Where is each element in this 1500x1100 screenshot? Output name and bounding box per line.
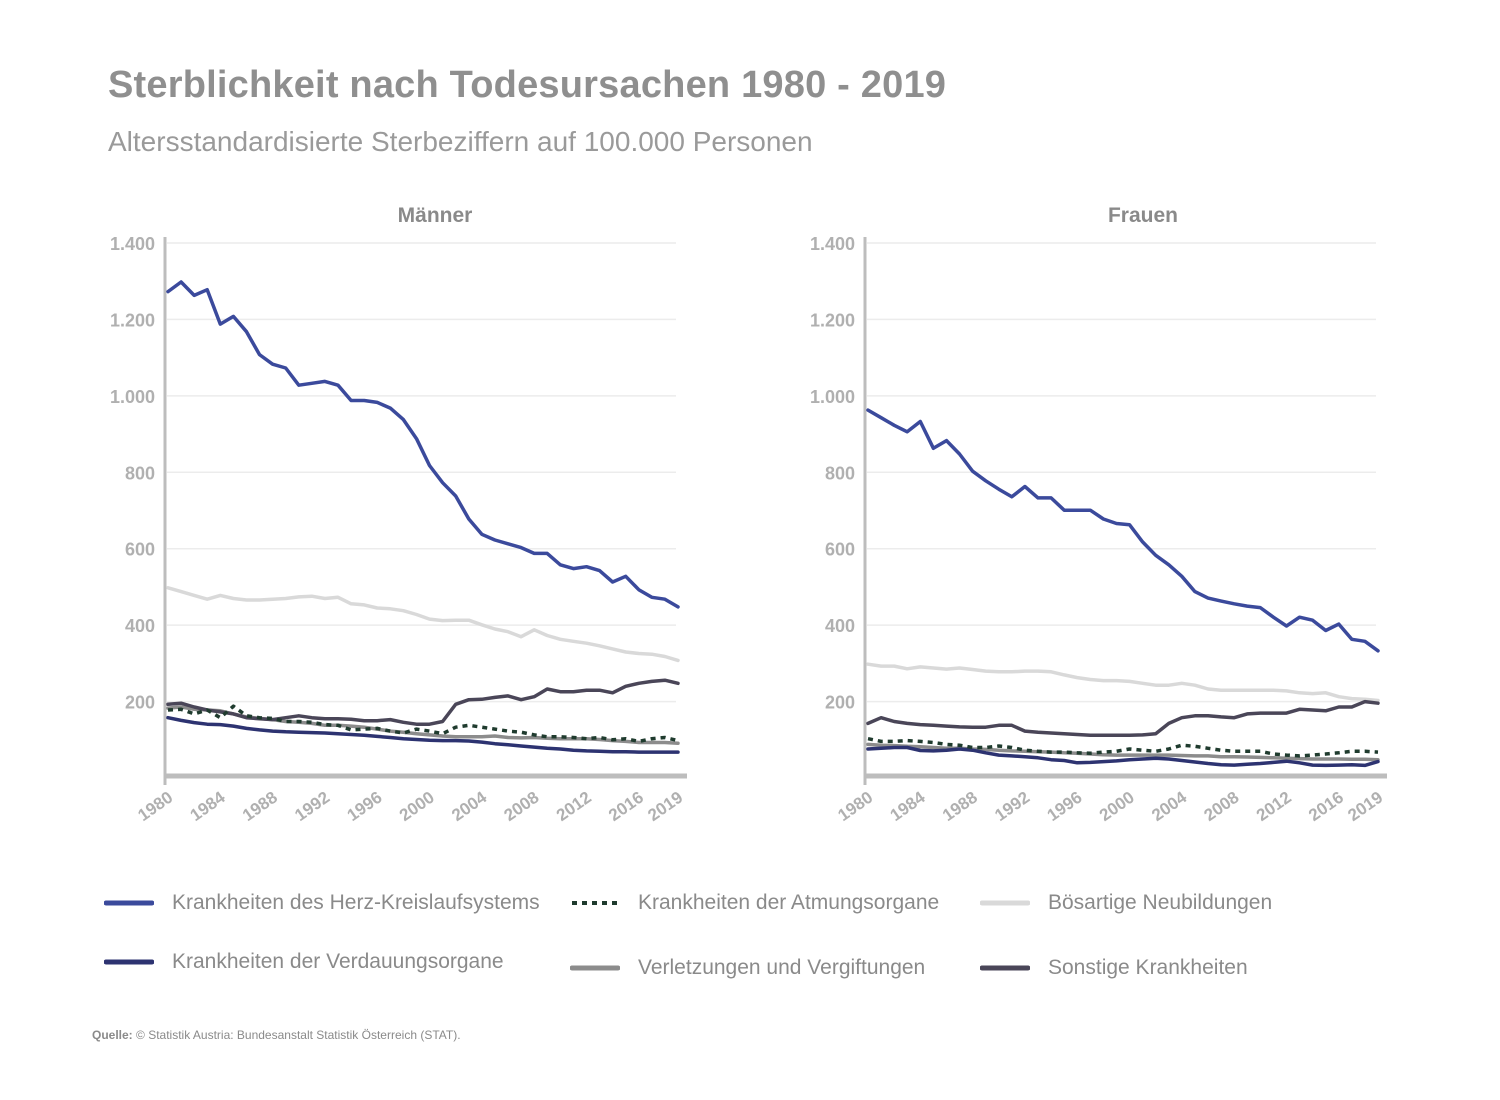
chart-subtitle: Altersstandardisierte Sterbeziffern auf … [108,126,813,157]
chart-title: Sterblichkeit nach Todesursachen 1980 - … [108,64,947,106]
x-tick-label: 2012 [553,788,595,825]
series-line-neubildung [166,586,680,663]
panel-title: Männer [398,204,473,227]
x-tick-label: 2000 [396,788,438,825]
series-line-sonstige [866,699,1380,738]
legend-item-atmung: Krankheiten der Atmungsorgane [570,883,939,923]
x-tick-label: 1992 [991,788,1033,825]
y-tick-label: 1.200 [110,310,155,330]
y-tick-label: 800 [125,463,155,483]
y-tick-label: 600 [825,540,855,560]
y-tick-label: 1.200 [810,310,855,330]
legend-swatch-herz [104,900,154,906]
legend-label-neubildung: Bösartige Neubildungen [1048,891,1273,914]
series-line-neubildung [866,662,1380,703]
legend-item-neubildung: Bösartige Neubildungen [980,883,1272,923]
y-tick-label: 1.000 [110,387,155,407]
chart-panel-maenner: Männer 200 400 600 800 1.000 1.200 1.400 1980 198… [110,204,687,825]
legend-swatch-neubildung [980,900,1030,906]
x-tick-label: 1984 [887,787,929,825]
legend-swatch-sonstige [980,965,1030,971]
x-tick-label: 2000 [1096,788,1138,825]
x-tick-label: 1980 [134,788,176,825]
legend-label-sonstige: Sonstige Krankheiten [1048,956,1248,979]
x-tick-label: 1992 [291,788,333,825]
x-tick-label: 2004 [448,787,490,825]
y-tick-label: 400 [125,616,155,636]
y-tick-label: 1.400 [110,234,155,254]
legend-item-herz: Krankheiten des Herz-Kreislaufsystems [104,883,540,923]
legend-item-sonstige: Sonstige Krankheiten [980,948,1248,988]
y-tick-label: 800 [825,463,855,483]
x-tick-label: 1988 [239,788,281,825]
y-tick-label: 600 [125,540,155,560]
series-line-sonstige [166,678,680,726]
y-tick-label: 1.400 [810,234,855,254]
series-line-herz [166,280,680,609]
y-tick-label: 200 [825,693,855,713]
x-tick-label: 2016 [605,788,647,825]
legend-label-verdauung: Krankheiten der Verdauungsorgane [172,950,504,973]
source-label: Quelle: [92,1028,133,1042]
x-tick-label: 1996 [1044,788,1086,825]
series-line-herz [866,408,1380,653]
charts-canvas: Männer 200 400 600 800 1.000 1.200 1.400 1980 198… [110,204,1387,825]
y-tick-label: 1.000 [810,387,855,407]
legend-swatch-verdauung [104,959,154,965]
x-tick-label: 1980 [834,788,876,825]
series-line-atmung [167,704,679,744]
legend-item-verdauung: Krankheiten der Verdauungsorgane [104,942,504,982]
legend-swatch-atmung [572,901,618,905]
legend-swatch-verletzung [570,965,620,971]
legend-label-atmung: Krankheiten der Atmungsorgane [638,891,940,914]
x-tick-label: 1984 [187,787,229,825]
series-line-verdauung [866,745,1380,768]
x-tick-label: 1996 [344,788,386,825]
x-tick-label: 2019 [644,788,686,825]
x-tick-label: 1988 [939,788,981,825]
source-note: Quelle: © Statistik Austria: Bundesansta… [92,1028,461,1042]
x-tick-label: 2019 [1344,788,1386,825]
source-text: © Statistik Austria: Bundesanstalt Stati… [136,1028,461,1042]
y-tick-label: 200 [125,693,155,713]
legend-item-verletzung: Verletzungen und Vergiftungen [570,948,925,988]
panel-title: Frauen [1108,204,1178,227]
series-line-verdauung [166,715,680,754]
x-tick-label: 2004 [1148,787,1190,825]
x-tick-label: 2012 [1253,788,1295,825]
x-tick-label: 2016 [1305,788,1347,825]
y-tick-label: 400 [825,616,855,636]
x-tick-label: 2008 [1201,788,1243,825]
chart-panel-frauen: Frauen 200 400 600 800 1.000 1.200 1.400 1980 198… [810,204,1387,825]
x-tick-label: 2008 [501,788,543,825]
legend-label-verletzung: Verletzungen und Vergiftungen [638,956,926,979]
legend-label-herz: Krankheiten des Herz-Kreislaufsystems [172,891,540,914]
